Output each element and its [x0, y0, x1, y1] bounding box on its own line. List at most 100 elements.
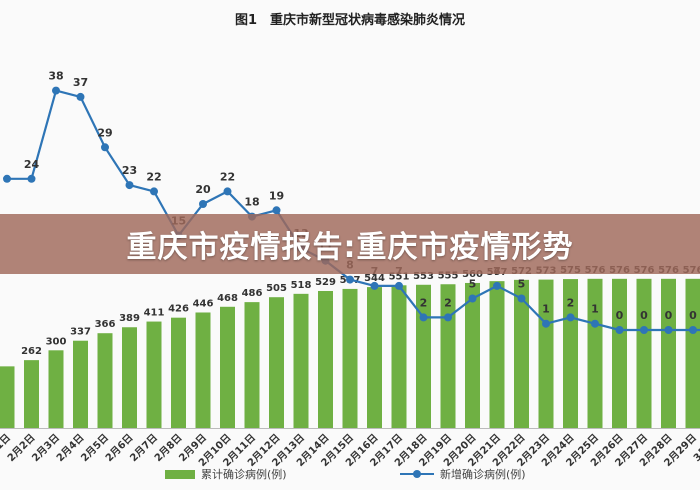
point-new-2月24日	[566, 313, 575, 322]
line-value-label: 2	[567, 296, 575, 309]
bar-value-label: 411	[144, 308, 165, 319]
point-new-2月28日	[664, 326, 673, 334]
bar-cumulative-2月19日	[440, 284, 456, 428]
line-value-label: 2	[420, 296, 428, 309]
point-new-2月15日	[346, 275, 354, 284]
point-new-2月2日	[27, 174, 36, 183]
bar-cumulative-2月15日	[342, 288, 358, 428]
bar-value-label: 518	[291, 280, 312, 291]
point-new-2月9日	[199, 200, 207, 208]
line-value-label: 24	[24, 158, 40, 171]
bar-cumulative-2月1日	[0, 366, 15, 428]
bar-value-label: 505	[266, 283, 287, 294]
line-value-label: 38	[48, 70, 63, 83]
line-value-label: 20	[195, 183, 211, 196]
overlay-banner	[0, 214, 700, 274]
bar-value-label: 555	[438, 270, 459, 281]
line-value-label: 5	[518, 278, 526, 291]
point-new-2月6日	[125, 181, 134, 190]
line-value-label: 29	[97, 126, 112, 139]
bar-cumulative-2月21日	[489, 281, 505, 428]
bar-cumulative-2月17日	[391, 285, 407, 428]
point-new-2月7日	[150, 187, 158, 196]
point-new-2月10日	[223, 187, 232, 196]
bar-cumulative-2月18日	[416, 284, 431, 428]
bar-value-label: 486	[242, 288, 263, 299]
bar-cumulative-2月22日	[514, 279, 529, 428]
bar-value-label: 446	[193, 298, 214, 309]
bar-cumulative-2月29日	[685, 278, 700, 428]
point-new-2月16日	[370, 281, 379, 290]
bar-value-label: 366	[95, 319, 116, 330]
bar-cumulative-2月25日	[587, 278, 603, 428]
bar-cumulative-2月9日	[195, 312, 211, 428]
point-new-2月12日	[272, 206, 281, 215]
bar-cumulative-2月26日	[612, 278, 627, 428]
line-value-label: 5	[469, 278, 477, 291]
bar-cumulative-2月5日	[97, 333, 113, 428]
bar-cumulative-2月16日	[367, 287, 382, 428]
bar-cumulative-2月4日	[73, 340, 88, 428]
line-value-label: 0	[640, 309, 648, 322]
point-new-2月4日	[76, 92, 85, 101]
bar-cumulative-2月11日	[244, 302, 260, 428]
point-new-2月19日	[444, 313, 452, 322]
bar-cumulative-2月10日	[220, 306, 235, 428]
legend-line-swatch	[400, 469, 434, 479]
point-new-2月5日	[101, 143, 109, 152]
overlay-title: 重庆市疫情报告:重庆市疫情形势	[126, 230, 574, 265]
point-new-2月17日	[395, 281, 403, 290]
bar-value-label: 426	[168, 304, 189, 315]
line-value-label: 2	[444, 296, 452, 309]
point-new-2月26日	[615, 326, 624, 334]
bar-cumulative-2月27日	[636, 278, 652, 428]
bar-value-label: 544	[364, 273, 385, 284]
bar-cumulative-2月20日	[465, 282, 480, 428]
bar-cumulative-2月6日	[122, 327, 137, 428]
bar-cumulative-2月12日	[269, 297, 284, 428]
chart-title: 图1 重庆市新型冠状病毒感染肺炎情况	[235, 12, 465, 28]
bar-cumulative-2月28日	[661, 278, 676, 428]
bar-value-label: 529	[315, 277, 336, 288]
point-new-2月29日	[689, 326, 697, 334]
bar-cumulative-2月23日	[538, 279, 554, 428]
legend-item-cumulative: 累计确诊病例(例)	[165, 464, 287, 484]
point-new-2月22日	[517, 294, 526, 303]
point-new-2月3日	[52, 86, 60, 95]
legend-item-new: 新增确诊病例(例)	[400, 464, 526, 484]
bar-cumulative-2月2日	[24, 360, 39, 428]
bar-cumulative-2月13日	[293, 293, 309, 428]
bar-cumulative-2月3日	[48, 350, 64, 428]
line-value-label: 23	[122, 164, 137, 177]
legend-label-new: 新增确诊病例(例)	[440, 468, 526, 481]
line-value-label: 1	[542, 303, 550, 316]
line-value-label: 22	[220, 170, 235, 183]
point-new-2月23日	[542, 319, 550, 328]
line-value-label: 37	[73, 76, 88, 89]
line-new-cases	[7, 89, 700, 332]
bar-value-label: 468	[217, 293, 238, 304]
legend-bar-swatch	[165, 469, 195, 479]
bar-value-label: 551	[389, 271, 410, 282]
line-value-label: 19	[269, 189, 284, 202]
point-new-2月25日	[591, 319, 599, 328]
line-value-label: 18	[244, 196, 259, 209]
bar-cumulative-2月8日	[171, 317, 186, 428]
line-value-label: 1	[591, 303, 599, 316]
chart-legend: 累计确诊病例(例) 新增确诊病例(例)	[0, 464, 700, 484]
bar-cumulative-2月14日	[318, 290, 333, 428]
point-new-2月1日	[3, 174, 11, 183]
bar-value-label: 389	[119, 313, 140, 324]
line-value-label: 22	[146, 170, 161, 183]
bar-value-label: 560	[462, 269, 483, 280]
line-value-label: 0	[616, 309, 624, 322]
bar-cumulative-2月7日	[146, 321, 162, 428]
bar-value-label: 337	[70, 327, 91, 338]
line-value-label: 0	[665, 309, 673, 322]
bar-value-label: 262	[21, 346, 42, 357]
point-new-2月18日	[419, 313, 428, 322]
point-new-2月20日	[468, 294, 477, 303]
point-new-2月27日	[640, 326, 648, 334]
